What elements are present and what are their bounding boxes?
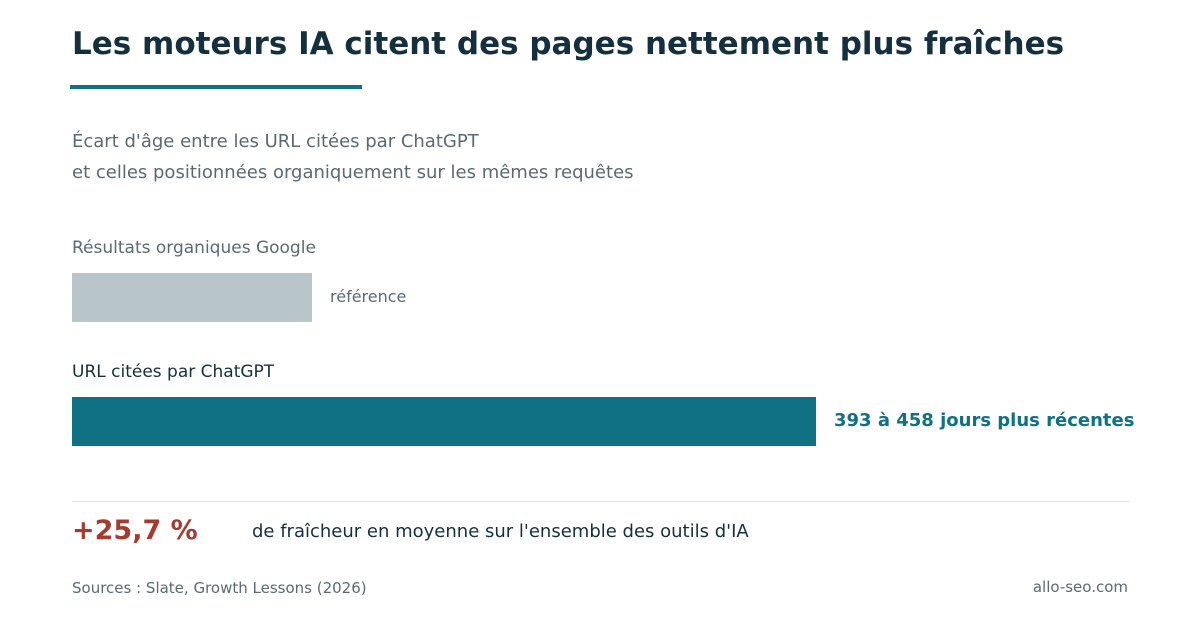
bar-organic: [72, 273, 312, 322]
chart-subtitle-line-1: Écart d'âge entre les URL citées par Cha…: [72, 131, 479, 152]
stat-value: +25,7 %: [72, 515, 198, 546]
bar-annotation-chatgpt: 393 à 458 jours plus récentes: [834, 410, 1135, 431]
chart-title: Les moteurs IA citent des pages nettemen…: [72, 26, 1065, 62]
chart-subtitle-line-2: et celles positionnées organiquement sur…: [72, 162, 634, 183]
brand-label: allo-seo.com: [1032, 578, 1128, 596]
stat-description: de fraîcheur en moyenne sur l'ensemble d…: [252, 521, 749, 542]
category-label-organic: Résultats organiques Google: [72, 238, 316, 258]
divider: [72, 501, 1129, 502]
title-underline: [70, 85, 362, 89]
bar-annotation-organic: référence: [330, 287, 407, 306]
category-label-chatgpt: URL citées par ChatGPT: [72, 362, 275, 382]
source-note: Sources : Slate, Growth Lessons (2026): [72, 579, 367, 597]
bar-chatgpt: [72, 397, 816, 446]
